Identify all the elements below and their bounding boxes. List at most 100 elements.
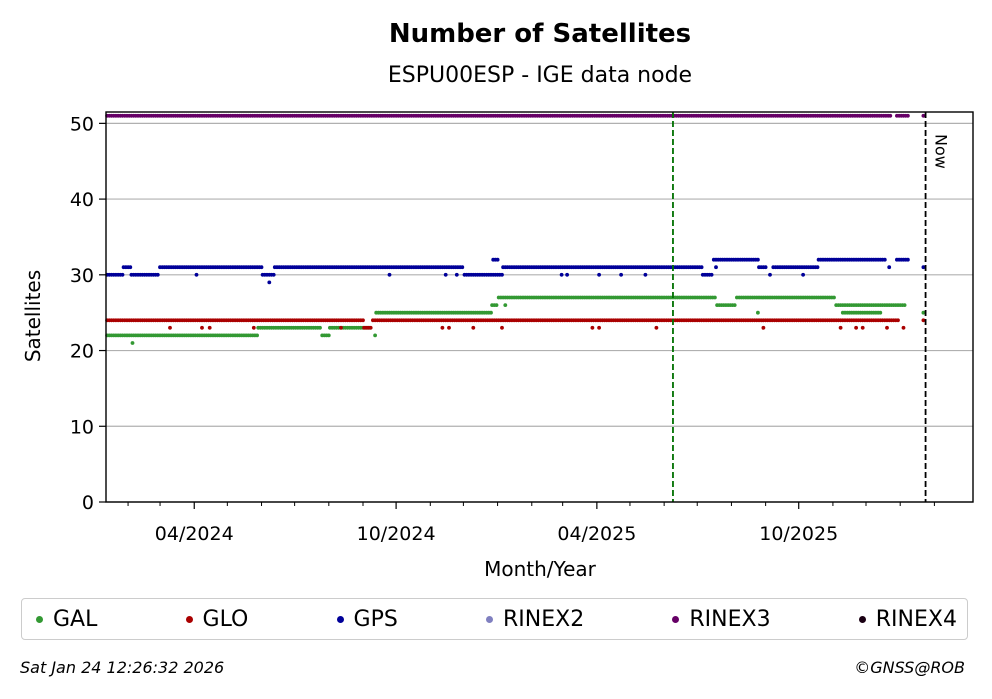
data-point bbox=[763, 265, 768, 270]
series-rinex3 bbox=[105, 113, 926, 118]
legend-marker bbox=[486, 615, 493, 623]
data-point bbox=[709, 272, 714, 277]
data-point bbox=[878, 310, 883, 315]
data-point bbox=[251, 325, 256, 330]
data-point bbox=[921, 113, 926, 118]
credit-text: ©GNSS@ROB bbox=[854, 658, 965, 677]
data-point bbox=[503, 303, 508, 307]
data-point bbox=[906, 257, 910, 262]
y-tick-label: 0 bbox=[82, 492, 94, 514]
x-tick-label: 04/2025 bbox=[557, 523, 636, 545]
data-point bbox=[368, 325, 373, 330]
data-point bbox=[896, 318, 900, 323]
data-point bbox=[761, 325, 766, 330]
data-point bbox=[339, 325, 343, 330]
data-point bbox=[597, 272, 601, 277]
legend-label: RINEX2 bbox=[503, 606, 585, 632]
data-point bbox=[619, 272, 623, 277]
data-point bbox=[887, 265, 892, 270]
legend-item: GLO bbox=[185, 606, 249, 632]
legend-item: RINEX3 bbox=[672, 606, 771, 632]
data-point bbox=[559, 272, 564, 277]
data-point bbox=[447, 325, 451, 330]
data-point bbox=[326, 333, 331, 338]
y-tick-label: 20 bbox=[70, 341, 94, 363]
legend-marker bbox=[858, 615, 866, 623]
x-tick-label: 10/2025 bbox=[759, 523, 838, 545]
data-point bbox=[200, 325, 204, 330]
data-point bbox=[494, 303, 499, 307]
legend-label: RINEX3 bbox=[689, 606, 771, 632]
data-point bbox=[255, 333, 259, 338]
data-point bbox=[155, 272, 160, 277]
y-tick-label: 40 bbox=[70, 189, 94, 211]
reference-lines: Now bbox=[672, 112, 951, 502]
data-points bbox=[105, 113, 926, 345]
data-point bbox=[590, 325, 595, 330]
axes: 0 10 20 30 40 50 04/2024 10/2024 04/2025 10/2025 bbox=[70, 113, 935, 545]
data-point bbox=[832, 295, 836, 300]
data-point bbox=[120, 272, 125, 277]
data-point bbox=[130, 341, 135, 345]
data-point bbox=[901, 325, 906, 330]
legend-item: RINEX2 bbox=[486, 607, 584, 632]
data-point bbox=[443, 272, 448, 277]
data-point bbox=[387, 272, 392, 277]
data-point bbox=[699, 265, 704, 270]
legend-label: GPS bbox=[353, 606, 398, 632]
data-point bbox=[168, 325, 172, 330]
data-point bbox=[732, 303, 737, 307]
data-point bbox=[271, 272, 276, 277]
y-tick-label: 30 bbox=[70, 265, 94, 287]
data-point bbox=[888, 113, 893, 118]
data-point bbox=[860, 325, 865, 330]
x-tick-label: 04/2024 bbox=[155, 523, 234, 545]
data-point bbox=[815, 265, 820, 270]
series-gal bbox=[105, 295, 926, 345]
legend-label: GAL bbox=[53, 606, 98, 632]
data-point bbox=[643, 272, 648, 277]
y-tick-label: 10 bbox=[70, 416, 94, 438]
data-point bbox=[768, 272, 772, 277]
data-point bbox=[921, 318, 926, 323]
data-point bbox=[194, 272, 199, 277]
data-point bbox=[838, 325, 843, 330]
data-point bbox=[373, 333, 377, 338]
data-point bbox=[654, 325, 659, 330]
data-point bbox=[854, 325, 858, 330]
chart-title: Number of Satellites bbox=[389, 19, 691, 49]
data-point bbox=[267, 280, 272, 285]
y-tick-label: 50 bbox=[70, 113, 94, 135]
data-point bbox=[259, 265, 264, 270]
data-point bbox=[597, 325, 601, 330]
data-point bbox=[489, 310, 493, 315]
x-tick-label: 10/2024 bbox=[357, 523, 436, 545]
legend: GAL GLO GPS RINEX2 RINEX3 RINEX4 bbox=[21, 598, 968, 640]
chart-subtitle: ESPU00ESP - IGE data node bbox=[388, 63, 692, 88]
legend-marker bbox=[336, 615, 344, 623]
data-point bbox=[756, 310, 760, 315]
data-point bbox=[361, 318, 365, 323]
data-point bbox=[500, 272, 504, 277]
y-axis-label: Satellites bbox=[21, 270, 45, 362]
data-point bbox=[921, 310, 926, 315]
legend-marker bbox=[185, 615, 193, 623]
legend-item: RINEX4 bbox=[858, 606, 957, 632]
now-label: Now bbox=[932, 134, 951, 169]
series-gps bbox=[105, 257, 926, 285]
data-point bbox=[756, 257, 760, 262]
data-point bbox=[801, 272, 805, 277]
series-glo bbox=[105, 318, 926, 330]
data-point bbox=[906, 113, 910, 118]
legend-label: RINEX4 bbox=[875, 606, 957, 632]
data-point bbox=[440, 325, 445, 330]
data-point bbox=[500, 325, 504, 330]
data-point bbox=[318, 325, 322, 330]
timestamp-text: Sat Jan 24 12:26:32 2026 bbox=[20, 658, 225, 677]
data-point bbox=[128, 265, 133, 270]
legend-label: GLO bbox=[202, 606, 249, 632]
legend-marker bbox=[36, 615, 43, 623]
data-point bbox=[471, 325, 476, 330]
x-axis-label: Month/Year bbox=[484, 557, 597, 581]
